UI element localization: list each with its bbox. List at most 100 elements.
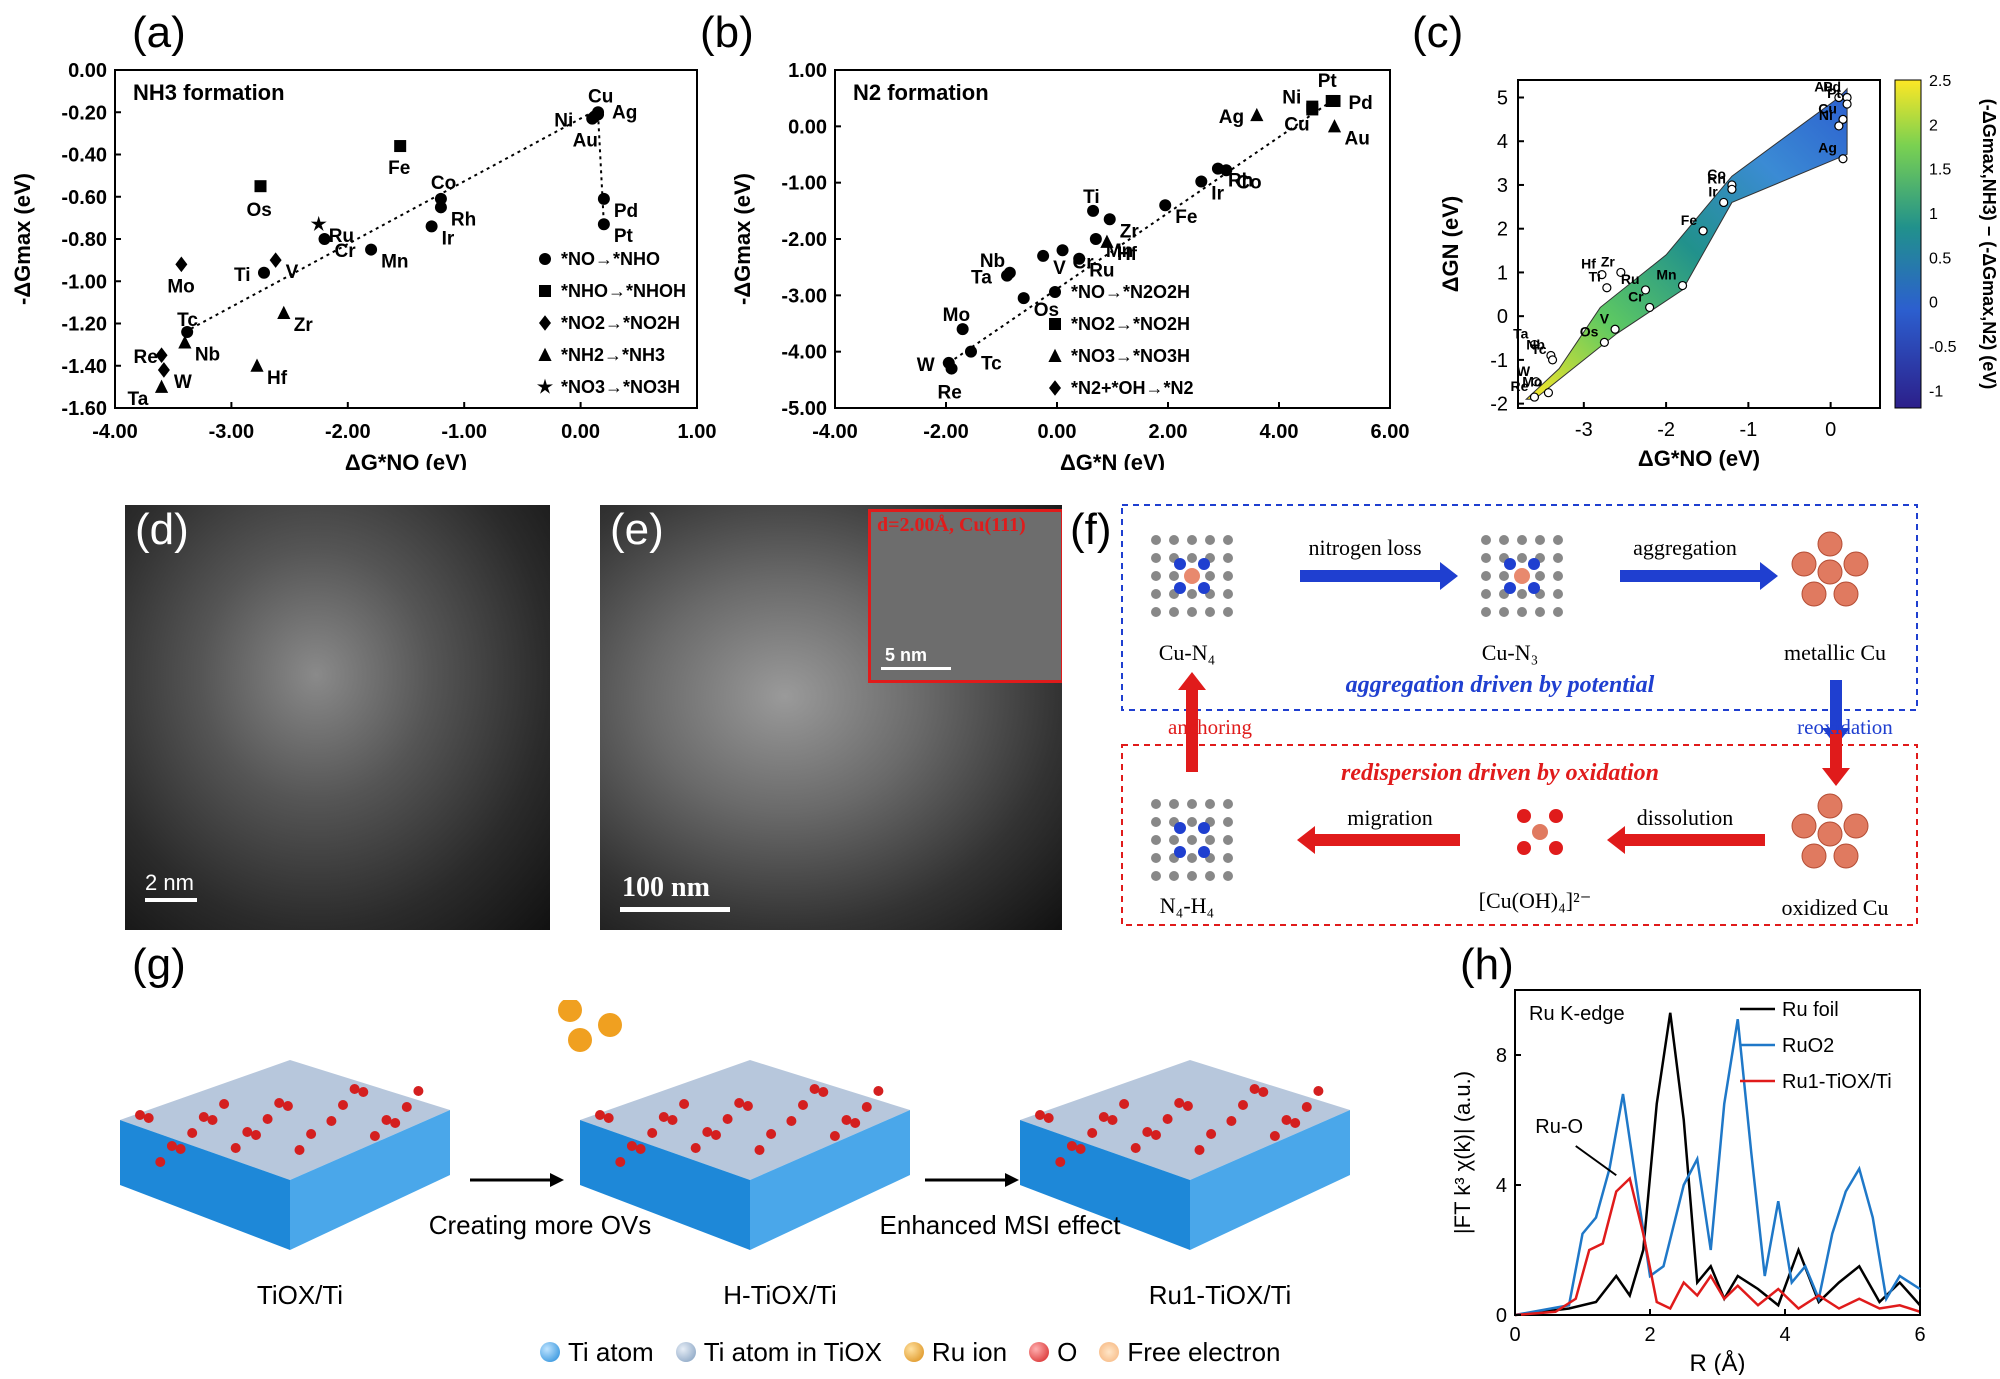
oxygen-atom (809, 1084, 820, 1094)
data-point (1645, 302, 1655, 313)
chart-h: 0 2 4 6 0 4 8 R (Å) |FT k³ χ(k)| (a.u.) Ru K-edge… (1450, 989, 1926, 1375)
point-label: Co (1236, 172, 1261, 193)
oxygen-atom (647, 1128, 658, 1138)
point-label: Ta (1513, 326, 1529, 342)
carbon-atom (1481, 571, 1491, 581)
oxygen-atom (1290, 1118, 1301, 1128)
colorbar (1894, 79, 1922, 409)
oxygen-atom (1258, 1087, 1269, 1097)
legend-label: *NHO→*NHOH (561, 281, 686, 301)
point-label: Mo (167, 276, 194, 297)
point-label: Ti (1083, 187, 1100, 208)
panel-f-label: (f) (1070, 505, 1112, 554)
y-tick-label: 0 (1496, 1305, 1507, 1327)
x-tick-label: 0 (1825, 419, 1836, 441)
point-label: Re (938, 383, 962, 404)
copper-atom (1843, 813, 1869, 839)
carbon-atom (1553, 571, 1563, 581)
data-point (425, 220, 438, 233)
data-point (597, 192, 610, 205)
x-tick-label: -3.00 (209, 421, 255, 443)
point-label: Re (1511, 378, 1529, 394)
oxygen-atom (766, 1129, 777, 1139)
carbon-atom (1517, 553, 1527, 563)
nitrogen-atom (1198, 822, 1210, 834)
data-point (1677, 280, 1688, 291)
carbon-atom (1205, 607, 1215, 617)
carbon-atom (1151, 799, 1161, 809)
point-label: Ru (1089, 261, 1114, 282)
point-label: Tc (981, 354, 1002, 375)
carbon-atom (1223, 607, 1233, 617)
data-point (1328, 94, 1341, 107)
arrow-anchoring-head (1178, 672, 1206, 690)
x-tick-label: -3 (1575, 419, 1593, 441)
nitrogen-atom (1528, 558, 1540, 570)
arrow-aggregation-head (1760, 562, 1778, 590)
label-cuoh4: [Cu(OH)₄]²⁻ (1478, 888, 1592, 913)
data-point (1037, 249, 1050, 262)
copper-atom (1817, 821, 1843, 847)
label-migration: migration (1347, 805, 1433, 830)
oxygen-atom (1075, 1144, 1086, 1154)
data-point (254, 180, 267, 193)
oxygen-atom (1182, 1101, 1193, 1111)
ti-atom-icon (540, 1342, 560, 1362)
scale-bar-d (145, 898, 197, 902)
oxygen-atom (390, 1118, 401, 1128)
carbon-atom (1553, 607, 1563, 617)
carbon-atom (1205, 871, 1215, 881)
y-tick-label: -1.00 (61, 271, 107, 293)
point-label: Zr (1120, 221, 1140, 242)
point-label: Rh (1228, 171, 1253, 192)
carbon-atom (1187, 853, 1197, 863)
data-point (1073, 252, 1086, 265)
copper-atom (1833, 581, 1859, 607)
carbon-atom (1205, 835, 1215, 845)
data-point (365, 243, 378, 256)
ru-ion-icon (903, 1342, 924, 1362)
copper-atom (1791, 813, 1817, 839)
ru-ion (558, 1000, 582, 1022)
arrow-enhanced-msi-head (1005, 1173, 1019, 1187)
legend-marker (538, 347, 552, 361)
data-point (1838, 114, 1848, 124)
x-axis-label: R (Å) (1690, 1349, 1746, 1375)
carbon-atom (1205, 799, 1215, 809)
data-point (588, 110, 601, 123)
inset-e: d=2.00Å, Cu(111) 5 nm (868, 509, 1062, 683)
data-point (1547, 355, 1558, 365)
data-point (1599, 337, 1609, 347)
carbon-atom (1169, 607, 1179, 617)
y-tick-label: -1.40 (61, 356, 107, 378)
panel-g-label: (g) (132, 940, 186, 989)
carbon-atom (1553, 589, 1563, 599)
carbon-atom (1169, 835, 1179, 845)
data-point (1543, 388, 1554, 398)
chart-title: Ru K-edge (1529, 1003, 1625, 1025)
carbon-atom (1481, 607, 1491, 617)
molecule-n4-h4 (1151, 799, 1233, 881)
oxygen-atom (829, 1131, 840, 1141)
data-point (250, 358, 264, 372)
point-label: Pt (1827, 85, 1841, 101)
point-label: Mo (1522, 374, 1542, 390)
oxygen-atom (381, 1115, 392, 1125)
carbon-atom (1553, 535, 1563, 545)
series-line (1514, 1019, 1921, 1317)
y-tick-label: -5.00 (781, 398, 827, 420)
oxygen-atom (742, 1101, 753, 1111)
molecule-cu-n4 (1151, 535, 1233, 617)
y-axis-label: -ΔGmax (eV) (730, 173, 755, 305)
ru-ion (598, 1013, 622, 1037)
plot-frame (1514, 989, 1921, 1316)
micrograph-d: (d) 2 nm (125, 505, 550, 930)
carbon-atom (1151, 589, 1161, 599)
point-label: V (1053, 258, 1066, 279)
slab-left-face (1020, 1120, 1190, 1250)
point-label: Ta (971, 268, 992, 289)
molecule-cuoh4 (1517, 809, 1563, 855)
scale-bar-e (620, 907, 730, 912)
carbon-atom (1553, 553, 1563, 563)
data-point (1056, 244, 1069, 257)
